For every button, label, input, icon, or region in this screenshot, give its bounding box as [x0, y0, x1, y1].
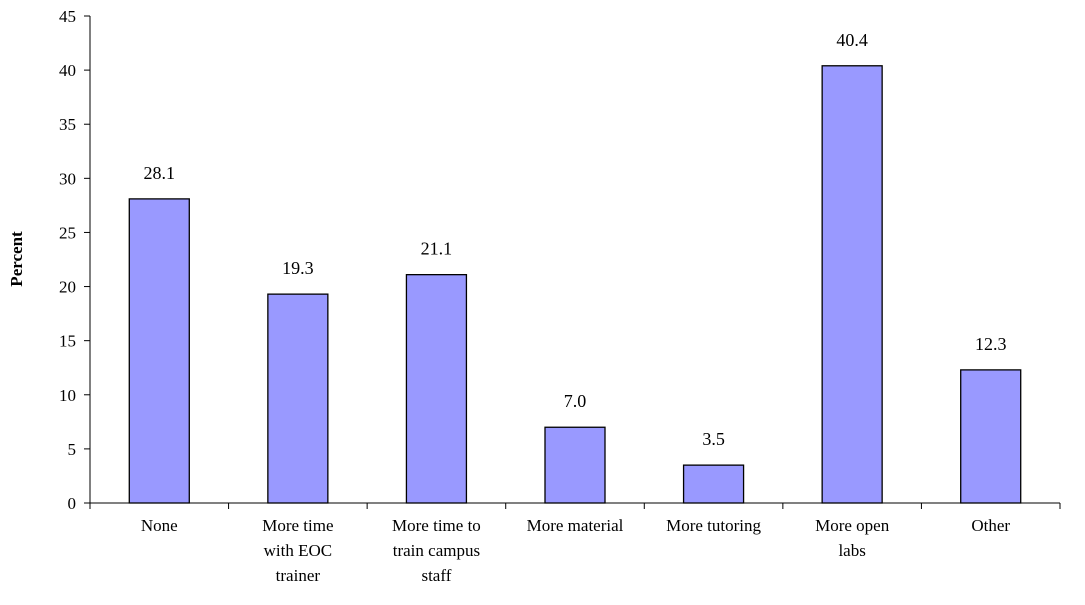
data-label: 40.4 — [836, 30, 868, 50]
y-tick-label: 45 — [59, 7, 76, 26]
category-label: Other — [971, 516, 1010, 535]
y-axis-title: Percent — [7, 231, 26, 287]
bars — [128, 65, 1022, 504]
data-label: 7.0 — [564, 391, 587, 411]
category-label-line: None — [141, 516, 178, 535]
data-label: 21.1 — [421, 239, 453, 259]
y-tick-label: 10 — [59, 386, 76, 405]
bar — [128, 198, 190, 504]
y-tick-label: 0 — [68, 494, 77, 513]
category-label-line: train campus — [393, 541, 480, 560]
category-label-line: More time to — [392, 516, 481, 535]
data-label: 19.3 — [282, 258, 314, 278]
category-label-line: More material — [527, 516, 624, 535]
y-tick-label: 40 — [59, 61, 76, 80]
y-tick-label: 25 — [59, 223, 76, 242]
x-axis — [89, 502, 1061, 509]
category-label: More time to train campus staff — [392, 516, 481, 585]
bar — [821, 65, 883, 504]
category-label: None — [141, 516, 178, 535]
y-tick-label: 30 — [59, 169, 76, 188]
category-label-line: Other — [971, 516, 1010, 535]
category-label: More material — [527, 516, 624, 535]
y-axis: 0 5 10 15 20 25 30 35 40 45 — [59, 7, 91, 513]
data-label: 3.5 — [702, 429, 725, 449]
bar — [960, 369, 1022, 504]
bar — [544, 426, 606, 504]
y-tick-label: 35 — [59, 115, 76, 134]
category-label: More tutoring — [666, 516, 761, 535]
category-labels: None More time with EOC trainer More time to… — [141, 516, 1011, 585]
data-label: 12.3 — [975, 334, 1007, 354]
y-tick-label: 20 — [59, 278, 76, 297]
category-label-line: with EOC — [264, 541, 332, 560]
category-label-line: More open — [815, 516, 890, 535]
category-label: More open labs — [815, 516, 890, 560]
bar — [405, 274, 468, 504]
category-label-line: More time — [262, 516, 333, 535]
data-labels: 28.1 19.3 21.1 7.0 3.5 40.4 12.3 — [144, 30, 1007, 449]
category-label-line: More tutoring — [666, 516, 761, 535]
bar — [682, 464, 745, 504]
category-label-line: trainer — [276, 566, 321, 585]
category-label: More time with EOC trainer — [262, 516, 333, 585]
category-label-line: labs — [838, 541, 865, 560]
bar — [267, 293, 329, 504]
data-label: 28.1 — [144, 163, 176, 183]
category-label-line: staff — [421, 566, 451, 585]
y-tick-label: 5 — [68, 440, 77, 459]
y-tick-label: 15 — [59, 332, 76, 351]
